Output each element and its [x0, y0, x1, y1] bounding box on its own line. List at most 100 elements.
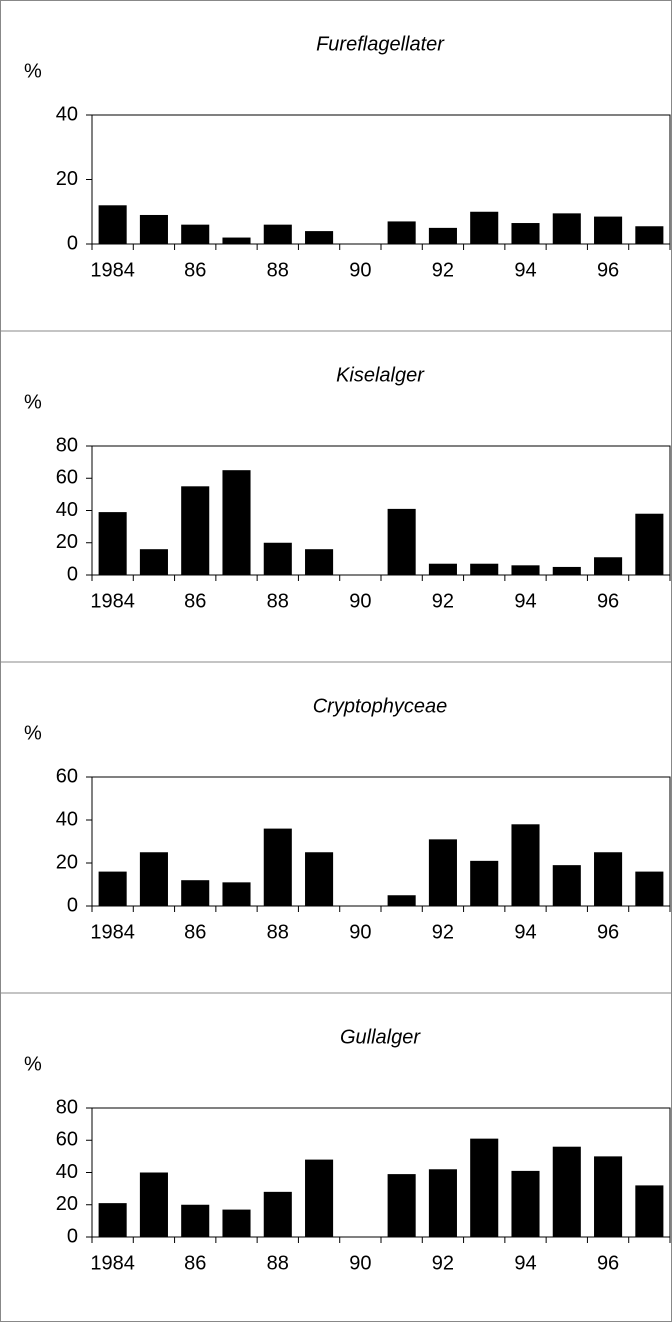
plot-area: [91, 1107, 671, 1238]
y-tick-label: 0: [67, 1225, 78, 1247]
bar: [98, 871, 127, 906]
bar: [511, 565, 540, 575]
bar: [470, 1138, 499, 1237]
y-tick-label: 0: [67, 563, 78, 585]
x-tick-label: 88: [267, 590, 289, 612]
x-tick-label: 94: [514, 921, 536, 943]
bar: [428, 1169, 457, 1237]
x-tick-label: 88: [267, 921, 289, 943]
bar: [594, 1156, 623, 1237]
y-axis-label: %: [24, 60, 42, 82]
y-tick-label: 80: [56, 1096, 78, 1118]
bar: [552, 1146, 581, 1237]
x-tick-label: 1984: [90, 590, 135, 612]
x-tick-label: 94: [514, 1252, 536, 1274]
bar: [98, 1203, 127, 1237]
bar: [428, 563, 457, 575]
plot-area: [91, 776, 671, 907]
bar: [635, 1185, 664, 1237]
y-tick-label: 80: [56, 434, 78, 456]
bar: [387, 221, 416, 244]
x-tick-label: 1984: [90, 921, 135, 943]
bar: [181, 880, 210, 906]
bar: [552, 865, 581, 906]
bar: [222, 882, 251, 906]
y-tick-label: 60: [56, 1129, 78, 1151]
bar: [552, 566, 581, 575]
y-tick-label: 0: [67, 894, 78, 916]
x-tick-label: 1984: [90, 1252, 135, 1274]
bar: [387, 508, 416, 575]
x-tick-label: 88: [267, 259, 289, 281]
chart-title: Cryptophyceae: [313, 695, 448, 717]
x-tick-label: 1984: [90, 259, 135, 281]
x-tick-label: 94: [514, 590, 536, 612]
bar: [305, 549, 334, 575]
bar: [139, 214, 168, 244]
x-tick-label: 96: [597, 590, 619, 612]
bar: [263, 828, 292, 906]
bar: [222, 470, 251, 575]
bar: [635, 871, 664, 906]
x-tick-label: 90: [349, 259, 371, 281]
bar: [222, 1209, 251, 1237]
y-tick-label: 60: [56, 765, 78, 787]
bar: [594, 557, 623, 575]
x-tick-label: 90: [349, 921, 371, 943]
y-axis-label: %: [24, 1053, 42, 1075]
y-tick-label: 20: [56, 168, 78, 190]
y-tick-label: 20: [56, 851, 78, 873]
bar: [305, 1159, 334, 1237]
bar: [635, 226, 664, 244]
bar: [263, 542, 292, 575]
x-tick-label: 90: [349, 1252, 371, 1274]
y-axis-label: %: [24, 722, 42, 744]
bar: [470, 563, 499, 575]
bar: [511, 1170, 540, 1237]
bar: [181, 224, 210, 244]
y-tick-label: 60: [56, 467, 78, 489]
x-tick-label: 86: [184, 590, 206, 612]
bar: [305, 231, 334, 244]
x-tick-label: 94: [514, 259, 536, 281]
y-axis-label: %: [24, 391, 42, 413]
bar: [139, 852, 168, 906]
chart-title: Gullalger: [340, 1026, 421, 1048]
bar: [263, 224, 292, 244]
plot-area: [91, 114, 671, 245]
bar: [305, 852, 334, 906]
bar: [594, 216, 623, 244]
x-tick-label: 88: [267, 1252, 289, 1274]
y-tick-label: 20: [56, 1193, 78, 1215]
y-tick-label: 20: [56, 531, 78, 553]
bar: [181, 1204, 210, 1237]
y-tick-label: 40: [56, 103, 78, 125]
bar: [511, 824, 540, 906]
y-tick-label: 40: [56, 808, 78, 830]
bar: [98, 205, 127, 244]
bar: [470, 860, 499, 906]
bar: [387, 895, 416, 906]
bar: [222, 237, 251, 244]
bar: [552, 213, 581, 244]
bar: [470, 211, 499, 244]
chart-title: Fureflagellater: [316, 33, 445, 55]
x-tick-label: 92: [432, 590, 454, 612]
x-tick-label: 96: [597, 1252, 619, 1274]
x-tick-label: 90: [349, 590, 371, 612]
plot-area: [91, 445, 671, 576]
x-tick-label: 92: [432, 921, 454, 943]
bar: [428, 227, 457, 244]
y-tick-label: 40: [56, 1161, 78, 1183]
x-tick-label: 96: [597, 921, 619, 943]
x-tick-label: 86: [184, 1252, 206, 1274]
chart-title: Kiselalger: [336, 364, 425, 386]
bar: [98, 512, 127, 575]
bar: [263, 1191, 292, 1237]
y-tick-label: 0: [67, 232, 78, 254]
bar: [511, 223, 540, 244]
x-tick-label: 96: [597, 259, 619, 281]
